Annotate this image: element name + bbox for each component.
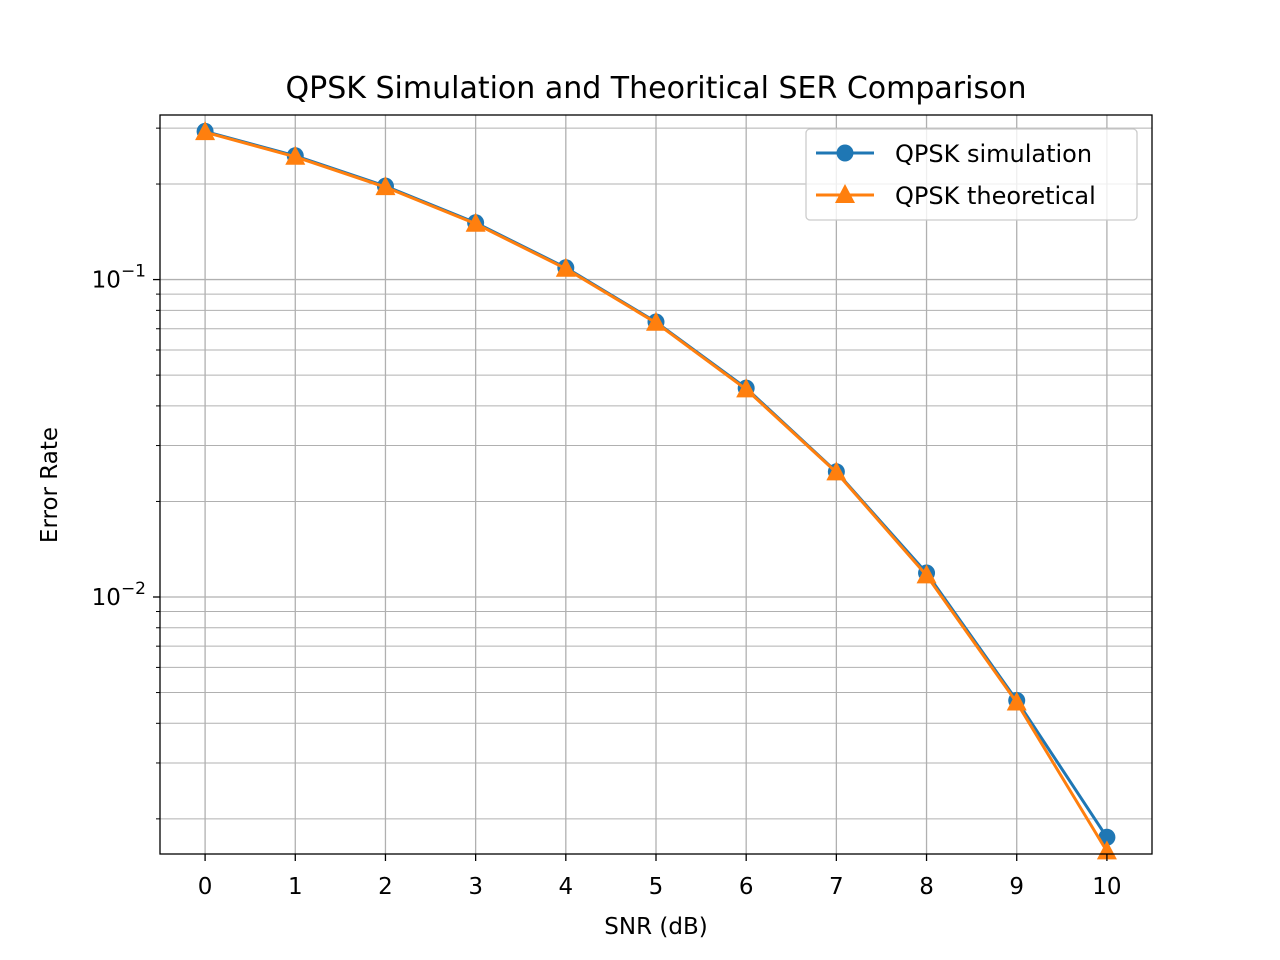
x-tick-label: 1 <box>288 874 303 900</box>
x-tick-label: 3 <box>468 874 483 900</box>
y-tick-base: 10 <box>92 268 121 294</box>
data-point-theoretical <box>1006 691 1027 711</box>
legend: QPSK simulation QPSK theoretical <box>805 128 1138 221</box>
legend-label-theoretical: QPSK theoretical <box>895 182 1096 210</box>
x-tick-label: 8 <box>919 874 934 900</box>
x-tick-label: 4 <box>558 874 573 900</box>
y-tick-base: 10 <box>92 585 121 611</box>
grid-lines <box>160 115 1152 854</box>
y-axis: 10−110−2 <box>92 127 160 820</box>
y-tick-label: 10−2 <box>92 579 146 611</box>
x-tick-label: 0 <box>198 874 213 900</box>
x-tick-label: 5 <box>649 874 664 900</box>
data-point-theoretical <box>195 121 216 141</box>
legend-entry-simulation: QPSK simulation <box>816 140 1092 168</box>
data-point-theoretical <box>646 311 666 331</box>
chart-title: QPSK Simulation and Theoritical SER Comp… <box>286 71 1027 106</box>
x-axis: 0 1 2 3 4 5 6 7 8 9 10 <box>198 854 1122 900</box>
data-point-theoretical <box>285 145 306 165</box>
legend-marker-triangle <box>835 184 855 203</box>
y-tick-exponent: −2 <box>121 579 146 599</box>
data-series <box>195 121 1117 860</box>
data-point-theoretical <box>736 378 757 398</box>
x-tick-label: 9 <box>1009 874 1024 900</box>
legend-box <box>805 128 1138 221</box>
legend-marker-circle <box>836 144 854 162</box>
x-tick-label: 10 <box>1092 874 1121 900</box>
x-tick-label: 2 <box>378 874 393 900</box>
data-point-theoretical <box>375 176 396 196</box>
y-axis-label: Error Rate <box>37 427 63 543</box>
legend-label-simulation: QPSK simulation <box>895 140 1092 168</box>
data-point-theoretical <box>826 461 847 481</box>
data-point-theoretical <box>465 212 486 232</box>
x-tick-label: 7 <box>829 874 844 900</box>
data-point-theoretical <box>555 257 576 277</box>
x-tick-label: 6 <box>739 874 754 900</box>
plot-area <box>159 114 1153 860</box>
y-tick-label: 10−1 <box>92 262 146 294</box>
y-tick-exponent: −1 <box>121 262 146 282</box>
x-axis-label: SNR (dB) <box>604 914 707 940</box>
legend-entry-theoretical: QPSK theoretical <box>816 182 1096 210</box>
data-point-theoretical <box>916 564 937 584</box>
